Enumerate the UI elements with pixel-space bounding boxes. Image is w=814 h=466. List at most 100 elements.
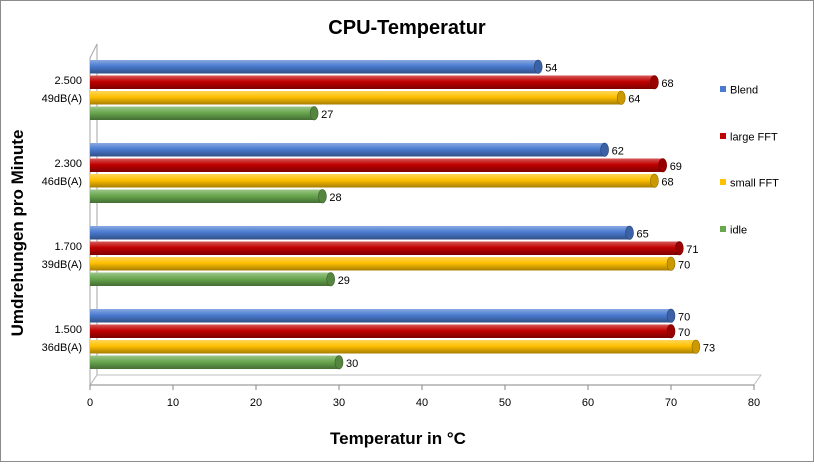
data-label: 64 (628, 94, 640, 106)
bar-end-cap (658, 158, 668, 173)
data-label: 68 (661, 177, 673, 189)
bar (90, 189, 327, 204)
y-category-label: 46dB(A) (42, 176, 82, 188)
axis-floor (89, 374, 762, 386)
bar-end-cap (691, 339, 701, 354)
x-tick-label: 50 (499, 397, 511, 409)
data-label: 30 (346, 358, 358, 370)
data-label: 70 (678, 260, 690, 272)
bar (90, 324, 676, 339)
legend-item: large FFT (720, 132, 778, 144)
bar-end-cap (600, 142, 609, 157)
bar-body (90, 174, 655, 188)
y-category-label: 49dB(A) (42, 93, 82, 105)
bar (90, 75, 659, 90)
bar-body (90, 91, 622, 105)
data-label: 54 (545, 63, 557, 75)
x-tick-label: 30 (333, 397, 345, 409)
legend-swatch (720, 133, 726, 139)
y-category-label: 39dB(A) (42, 259, 82, 271)
legend: Blend large FFT small FFT idle (720, 85, 779, 237)
data-label: 70 (678, 312, 690, 324)
y-category-label: 36dB(A) (42, 342, 82, 354)
bar-end-cap (666, 308, 676, 323)
data-label: 71 (686, 244, 698, 256)
x-tick-label: 70 (665, 397, 677, 409)
x-tick-label: 40 (416, 397, 428, 409)
axes: 0 10 20 30 40 50 60 70 80 2.500 49dB(A) 2.300 46dB(A… (42, 43, 762, 409)
data-label: 69 (670, 161, 682, 173)
bar (90, 241, 684, 256)
data-label: 73 (703, 343, 715, 355)
data-label: 68 (661, 78, 673, 90)
bar-end-cap (309, 106, 319, 121)
x-tick-label: 10 (167, 397, 179, 409)
legend-label: idle (730, 225, 747, 237)
bar (90, 339, 701, 354)
bar-body (90, 355, 339, 369)
bar-end-cap (533, 59, 543, 74)
x-axis-title: Temperatur in °C (330, 429, 466, 448)
data-label: 70 (678, 327, 690, 339)
bar (90, 106, 319, 121)
bar-body (90, 60, 539, 74)
bar-body (90, 226, 630, 240)
bar-body (90, 189, 323, 203)
bar-body (90, 75, 655, 89)
legend-item: small FFT (720, 178, 779, 190)
x-tick-label: 60 (582, 397, 594, 409)
legend-swatch (720, 86, 726, 92)
x-tick-label: 20 (250, 397, 262, 409)
legend-item: idle (720, 225, 747, 237)
bar (90, 225, 634, 240)
legend-swatch (720, 179, 726, 185)
data-label: 65 (637, 229, 649, 241)
bar-end-cap (674, 241, 684, 256)
y-category-label: 2.500 (54, 75, 82, 87)
bar-end-cap (650, 173, 659, 188)
x-tick-label: 80 (748, 397, 760, 409)
bar-body (90, 143, 605, 157)
bar (90, 355, 344, 370)
y-category-label: 1.700 (54, 241, 82, 253)
chart-title: CPU-Temperatur (328, 17, 486, 39)
data-labels: 54 68 64 27 62 69 68 28 65 71 70 29 70 70 73 30 (321, 63, 715, 371)
bar-body (90, 324, 671, 338)
legend-swatch (720, 226, 726, 232)
bar-body (90, 241, 680, 255)
bar (90, 59, 543, 74)
bar (90, 173, 659, 188)
bar (90, 90, 626, 105)
y-category-label: 1.500 (54, 324, 82, 336)
bar (90, 308, 676, 323)
bar-body (90, 272, 331, 286)
bar-end-cap (625, 225, 634, 240)
legend-item: Blend (720, 85, 758, 97)
bar-body (90, 257, 671, 271)
bar (90, 272, 336, 287)
bar-body (90, 106, 315, 120)
y-axis-title: Umdrehungen pro Minute (8, 130, 27, 337)
bar (90, 158, 668, 173)
bar (90, 142, 609, 157)
bar-body (90, 158, 663, 172)
bar-end-cap (616, 90, 626, 105)
legend-label: small FFT (730, 178, 779, 190)
bar-end-cap (326, 272, 336, 287)
data-label: 29 (338, 275, 350, 287)
bar-end-cap (334, 355, 344, 370)
bars (90, 59, 701, 370)
bar-end-cap (318, 189, 327, 204)
legend-label: Blend (730, 85, 758, 97)
bar-body (90, 309, 671, 323)
bar (90, 256, 676, 271)
x-tick-label: 0 (87, 397, 93, 409)
data-label: 28 (329, 192, 341, 204)
bar-end-cap (666, 324, 676, 339)
data-label: 27 (321, 109, 333, 121)
data-label: 62 (612, 146, 624, 158)
bar-end-cap (666, 256, 676, 271)
bar-end-cap (650, 75, 659, 90)
